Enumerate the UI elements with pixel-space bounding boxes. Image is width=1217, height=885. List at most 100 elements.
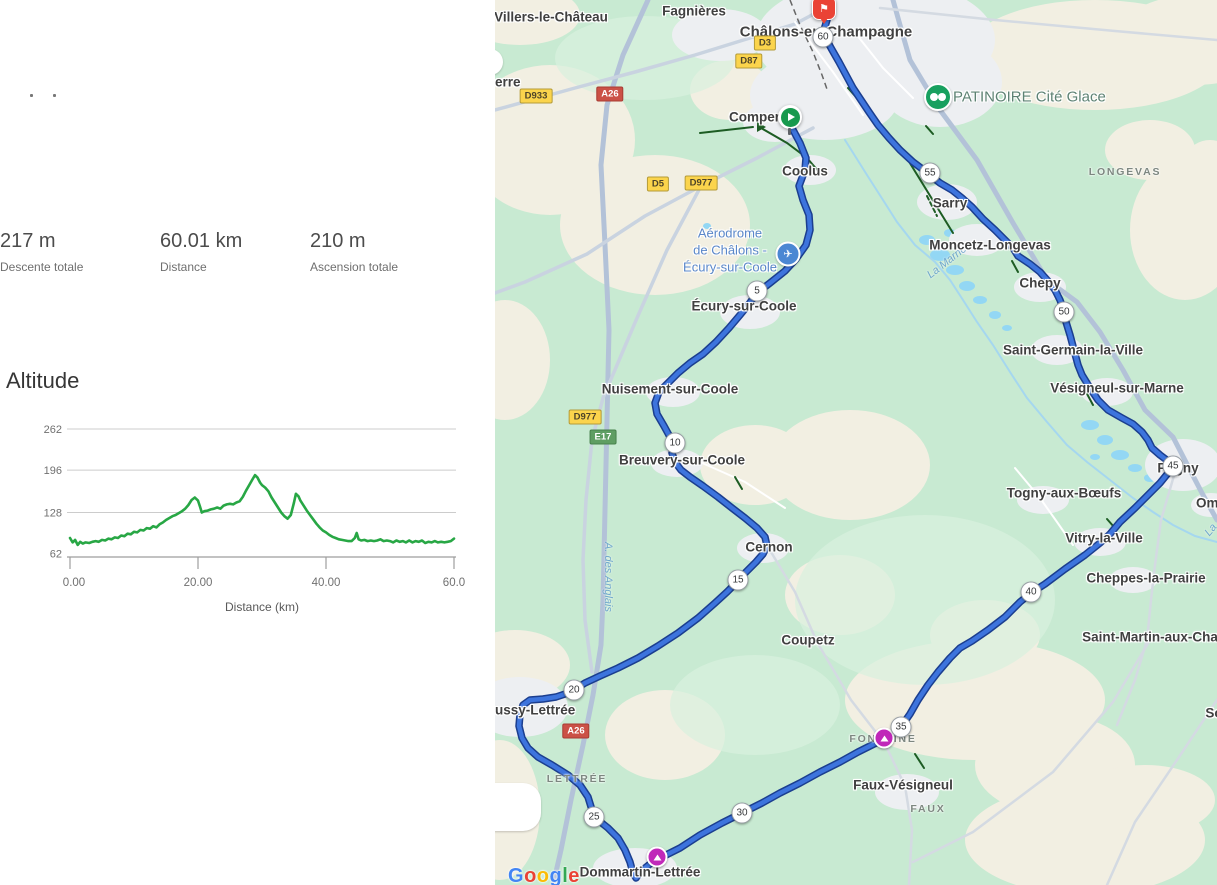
river-marne bbox=[844, 139, 1217, 543]
photo-poi-marker[interactable] bbox=[646, 846, 668, 868]
road-primary bbox=[495, 126, 815, 295]
stat-ascent-value: 210 m bbox=[310, 230, 366, 252]
road-badge-d933: D933 bbox=[519, 88, 553, 104]
road-badge-a26: A26 bbox=[596, 86, 624, 102]
area-label: LONGEVAS bbox=[1088, 166, 1162, 178]
town-label: Nuisement-sur-Coole bbox=[601, 381, 739, 397]
road-minor bbox=[878, 6, 1217, 42]
km-marker-60: 60 bbox=[812, 26, 834, 48]
road-badge-d87: D87 bbox=[735, 53, 763, 69]
airport-icon[interactable]: ✈ bbox=[775, 241, 801, 267]
town-label: Ome bbox=[1195, 495, 1217, 511]
town-label: Cernon bbox=[745, 539, 793, 555]
mountain-icon bbox=[880, 735, 888, 741]
road-badge-d3: D3 bbox=[753, 35, 777, 51]
x-tick-label: 40.00 bbox=[312, 577, 341, 589]
y-tick-label: 262 bbox=[44, 424, 62, 436]
road-white bbox=[1014, 467, 1074, 546]
bike-path bbox=[699, 126, 754, 134]
y-tick-label: 196 bbox=[44, 465, 62, 477]
town-label: Coupetz bbox=[781, 632, 835, 648]
stat-distance-label: Distance bbox=[160, 260, 207, 274]
elevation-chart[interactable]: 262 196 128 62 0.00 20.00 40.00 60.0 Distance (k… bbox=[0, 0, 495, 885]
road-minor bbox=[1115, 470, 1177, 727]
google-logo-letter: l bbox=[562, 865, 569, 885]
town-label: erre bbox=[495, 74, 521, 90]
x-tick-label: 60.0 bbox=[443, 577, 465, 589]
road-badge-a26: A26 bbox=[562, 723, 590, 739]
town-label: Vésigneul-sur-Marne bbox=[1050, 380, 1184, 396]
bike-path bbox=[760, 127, 820, 173]
ice-rink-poi-icon[interactable] bbox=[924, 83, 952, 111]
town-label: Togny-aux-Bœufs bbox=[1006, 485, 1122, 501]
map-overlays: LONGEVASLETTRÉEFONTAINEFAUXLa MarneLaA. … bbox=[495, 0, 1217, 885]
x-tick-label: 0.00 bbox=[63, 577, 85, 589]
google-logo-letter: o bbox=[524, 865, 537, 885]
y-tick-label: 62 bbox=[50, 549, 62, 561]
km-marker-55: 55 bbox=[919, 162, 941, 184]
km-marker-5: 5 bbox=[746, 280, 768, 302]
town-label: ussy-Lettrée bbox=[495, 702, 576, 718]
km-marker-35: 35 bbox=[890, 716, 912, 738]
bike-path bbox=[1085, 391, 1094, 406]
elevation-line bbox=[68, 473, 456, 547]
route-stats-panel: 60.01 km Distance 210 m Ascension totale… bbox=[0, 0, 495, 885]
y-tick-label: 128 bbox=[44, 507, 62, 519]
road-white bbox=[699, 461, 786, 509]
town-label: Cheppes-la-Prairie bbox=[1086, 570, 1206, 586]
town-label: Sarry bbox=[932, 195, 968, 211]
road-minor bbox=[911, 638, 1152, 864]
road-motorway bbox=[890, 0, 1217, 523]
km-marker-10: 10 bbox=[664, 432, 686, 454]
poi-aerodrome-label: Aérodrome de Châlons - Écury-sur-Coole bbox=[683, 225, 777, 275]
google-logo-letter: o bbox=[536, 865, 550, 885]
bike-path bbox=[926, 195, 938, 217]
stat-descent: 217 m Descente totale bbox=[0, 230, 83, 274]
stat-ascent-label: Ascension totale bbox=[310, 260, 399, 274]
clipped-marker-blob bbox=[495, 783, 541, 831]
bike-path bbox=[1011, 260, 1019, 273]
photo-poi-marker[interactable] bbox=[873, 727, 895, 749]
road-minor bbox=[769, 550, 914, 885]
km-marker-15: 15 bbox=[727, 569, 749, 591]
stat-distance-value: 60.01 km bbox=[160, 230, 243, 252]
road-white bbox=[794, 21, 864, 116]
km-marker-50: 50 bbox=[1053, 301, 1075, 323]
waterway-label: La bbox=[1202, 521, 1217, 539]
map-canvas[interactable]: LONGEVASLETTRÉEFONTAINEFAUXLa MarneLaA. … bbox=[495, 0, 1217, 885]
town-label: So bbox=[1205, 705, 1217, 721]
town-label: Chepy bbox=[1019, 275, 1061, 291]
road-badge-e17: E17 bbox=[589, 429, 617, 445]
waterway-label: A. des Anglais bbox=[602, 542, 614, 612]
google-logo-letter: G bbox=[508, 865, 525, 885]
bike-path bbox=[914, 753, 925, 769]
play-icon bbox=[780, 107, 800, 127]
km-marker-45: 45 bbox=[1162, 455, 1184, 477]
km-marker-20: 20 bbox=[563, 679, 585, 701]
town-label: Dommartin-Lettrée bbox=[579, 864, 701, 880]
road-badge-d977: D977 bbox=[568, 409, 602, 425]
x-tick-label: 20.00 bbox=[184, 577, 213, 589]
town-label: Coolus bbox=[782, 163, 828, 179]
km-marker-40: 40 bbox=[1020, 581, 1042, 603]
road-primary bbox=[495, 6, 827, 112]
x-axis-label: Distance (km) bbox=[225, 600, 299, 614]
mountain-icon bbox=[653, 854, 661, 860]
route-start-marker[interactable] bbox=[778, 105, 802, 135]
town-label: Breuvery-sur-Coole bbox=[618, 452, 746, 468]
town-label: Moncetz-Longevas bbox=[929, 237, 1051, 253]
town-label: Faux-Vésigneul bbox=[853, 777, 953, 793]
bike-path bbox=[734, 476, 743, 490]
google-logo-letter: g bbox=[549, 865, 563, 885]
town-label: Écury-sur-Coole bbox=[691, 298, 797, 314]
town-label: Fagnières bbox=[662, 3, 726, 19]
stat-descent-label: Descente totale bbox=[0, 260, 84, 274]
google-logo-letter: e bbox=[568, 865, 580, 885]
google-logo[interactable]: Google bbox=[508, 865, 580, 885]
road-white bbox=[852, 29, 914, 99]
route-end-marker[interactable]: ⚑ bbox=[812, 0, 836, 24]
town-label: Saint-Martin-aux-Cha bbox=[1082, 629, 1217, 645]
area-label: FAUX bbox=[910, 803, 946, 815]
km-marker-30: 30 bbox=[731, 802, 753, 824]
